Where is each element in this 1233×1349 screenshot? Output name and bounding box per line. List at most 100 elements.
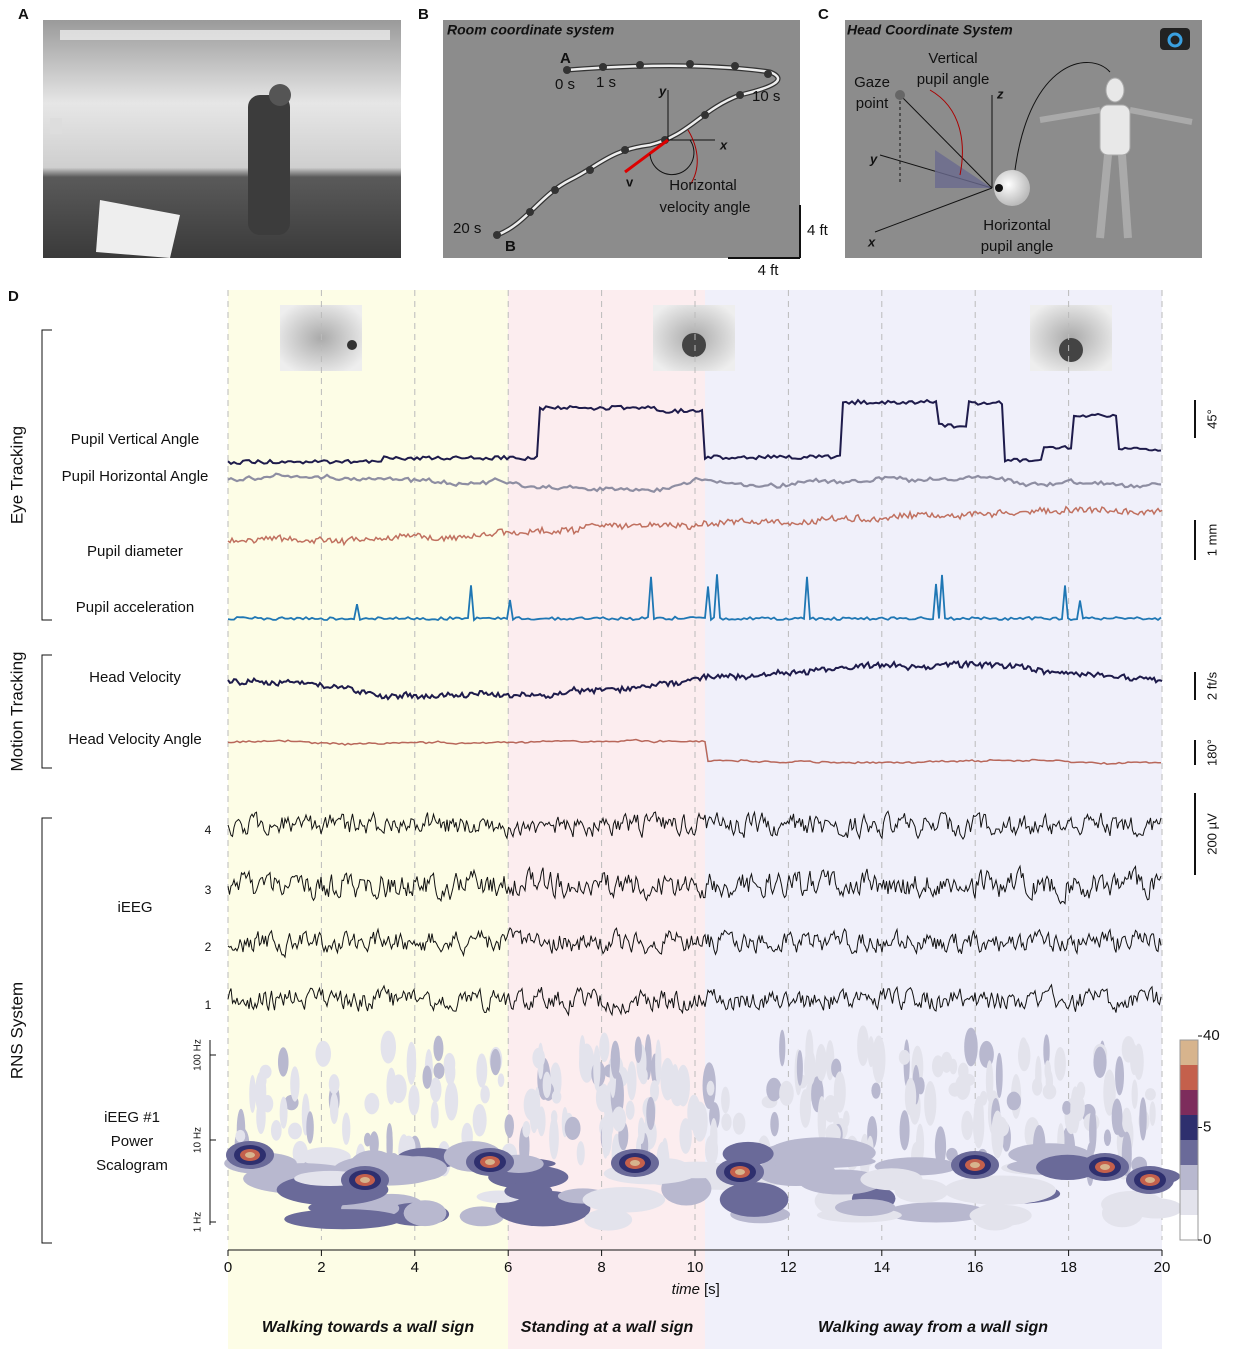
scalogram-cell — [797, 1050, 803, 1086]
trace-label: Head Velocity Angle — [68, 731, 201, 748]
scalogram-cell — [329, 1074, 340, 1094]
scalogram-cell — [543, 1072, 552, 1099]
scalogram-cell — [720, 1182, 789, 1217]
scalogram-cell — [1019, 1037, 1028, 1066]
scalogram-cell — [288, 1123, 302, 1140]
scalogram-cell — [473, 1104, 487, 1137]
label: 4 ft — [758, 262, 780, 279]
scalogram-cell — [917, 1077, 925, 1094]
scalogram-cell — [964, 1028, 978, 1067]
scalogram-cell — [315, 1041, 331, 1067]
scalogram-cell — [504, 1182, 552, 1200]
scalogram-cell — [593, 1045, 600, 1090]
scalogram-cell — [816, 1044, 827, 1081]
scalogram-cell — [1132, 1080, 1138, 1109]
scalogram-cell — [996, 1053, 1003, 1098]
channel-label: 1 — [205, 998, 212, 1012]
label: v — [626, 174, 634, 189]
scalogram-cell — [235, 1130, 245, 1143]
scalogram-label: Scalogram — [96, 1157, 168, 1174]
colorbar-swatch — [1180, 1140, 1198, 1166]
scalogram-label: Power — [111, 1133, 154, 1150]
freq-label: 1 Hz — [193, 1212, 204, 1233]
scalogram-cell — [280, 1097, 288, 1129]
scalogram-cell — [290, 1066, 299, 1101]
panel-b — [443, 20, 800, 258]
scalogram-cell — [360, 1177, 370, 1183]
scalogram-cell — [679, 1118, 692, 1154]
scale-label: 45° — [1204, 409, 1219, 429]
scalogram-cell — [430, 1077, 441, 1102]
x-tick-label: 12 — [780, 1259, 797, 1276]
scale-label: 2 ft/s — [1204, 671, 1219, 700]
scalogram-cell — [480, 1085, 489, 1103]
group-label: Eye Tracking — [7, 426, 26, 524]
group-label: Motion Tracking — [7, 652, 26, 772]
scalogram-cell — [262, 1095, 273, 1112]
label: y — [869, 151, 878, 166]
scalogram-cell — [1112, 1099, 1123, 1135]
colorbar-swatch — [1180, 1190, 1198, 1216]
colorbar-label: 0 — [1203, 1231, 1211, 1248]
colorbar-swatch — [1180, 1065, 1198, 1091]
scalogram-cell — [766, 1078, 781, 1102]
colorbar-swatch — [1180, 1090, 1198, 1116]
scalogram-cell — [639, 1068, 648, 1085]
scale-label: 180° — [1204, 739, 1219, 766]
scalogram-cell — [408, 1085, 419, 1115]
scalogram-cell — [330, 1092, 339, 1124]
trace-label: iEEG — [117, 899, 152, 916]
label: 4 ft — [807, 222, 829, 239]
scalogram-cell — [1115, 1056, 1124, 1095]
scalogram-cell — [1139, 1097, 1146, 1140]
x-tick-label: 0 — [224, 1259, 232, 1276]
scalogram-cell — [895, 1179, 949, 1203]
scalogram-cell — [721, 1087, 730, 1114]
label: pupil angle — [981, 238, 1054, 255]
label: Vertical — [928, 50, 977, 67]
scalogram-cell — [364, 1133, 371, 1147]
scalogram-cell — [763, 1155, 876, 1168]
scalogram-cell — [498, 1073, 505, 1087]
scalogram-cell — [602, 1117, 612, 1157]
scalogram-cell — [804, 1049, 816, 1086]
scalogram-cell — [857, 1025, 869, 1066]
scalogram-cell — [1043, 1084, 1057, 1100]
label: 0 s — [555, 76, 575, 93]
scalogram-cell — [271, 1120, 282, 1141]
phase-label: Walking towards a wall sign — [262, 1319, 474, 1336]
scalogram-cell — [577, 1141, 585, 1165]
scalogram-cell — [1007, 1092, 1021, 1111]
scalogram-cell — [871, 1083, 880, 1099]
scalogram-cell — [1130, 1198, 1182, 1218]
figure: ABCDRoom coordinate systemAB0 s1 s10 s20… — [0, 0, 1233, 1349]
freq-label: 100 Hz — [193, 1039, 204, 1071]
scalogram-cell — [522, 1121, 530, 1138]
scale-label: 200 µV — [1204, 813, 1219, 855]
scalogram-cell — [611, 1041, 620, 1079]
x-tick-label: 20 — [1154, 1259, 1171, 1276]
x-tick-label: 14 — [873, 1259, 890, 1276]
scalogram-cell — [364, 1093, 379, 1114]
scalogram-cell — [1054, 1047, 1066, 1081]
scalogram-cell — [635, 1036, 642, 1063]
scalogram-cell — [245, 1152, 255, 1158]
scalogram-cell — [973, 1103, 984, 1148]
scalogram-cell — [381, 1031, 396, 1064]
scalogram-cell — [407, 1042, 417, 1085]
label: pupil angle — [917, 71, 990, 88]
scalogram-cell — [818, 1096, 827, 1144]
scalogram-cell — [1100, 1164, 1110, 1170]
scale-label: 1 mm — [1204, 524, 1219, 557]
scalogram-cell — [1104, 1129, 1111, 1146]
phase-label: Walking away from a wall sign — [818, 1319, 1048, 1336]
scalogram-cell — [431, 1101, 439, 1129]
label: 1 s — [596, 74, 616, 91]
scalogram-cell — [1134, 1044, 1144, 1081]
colorbar-swatch — [1180, 1165, 1198, 1191]
scalogram-cell — [835, 1199, 895, 1216]
scalogram-cell — [599, 1033, 609, 1062]
scalogram-cell — [721, 1113, 731, 1131]
scalogram-cell — [549, 1117, 559, 1160]
scalogram-cell — [944, 1175, 1056, 1204]
